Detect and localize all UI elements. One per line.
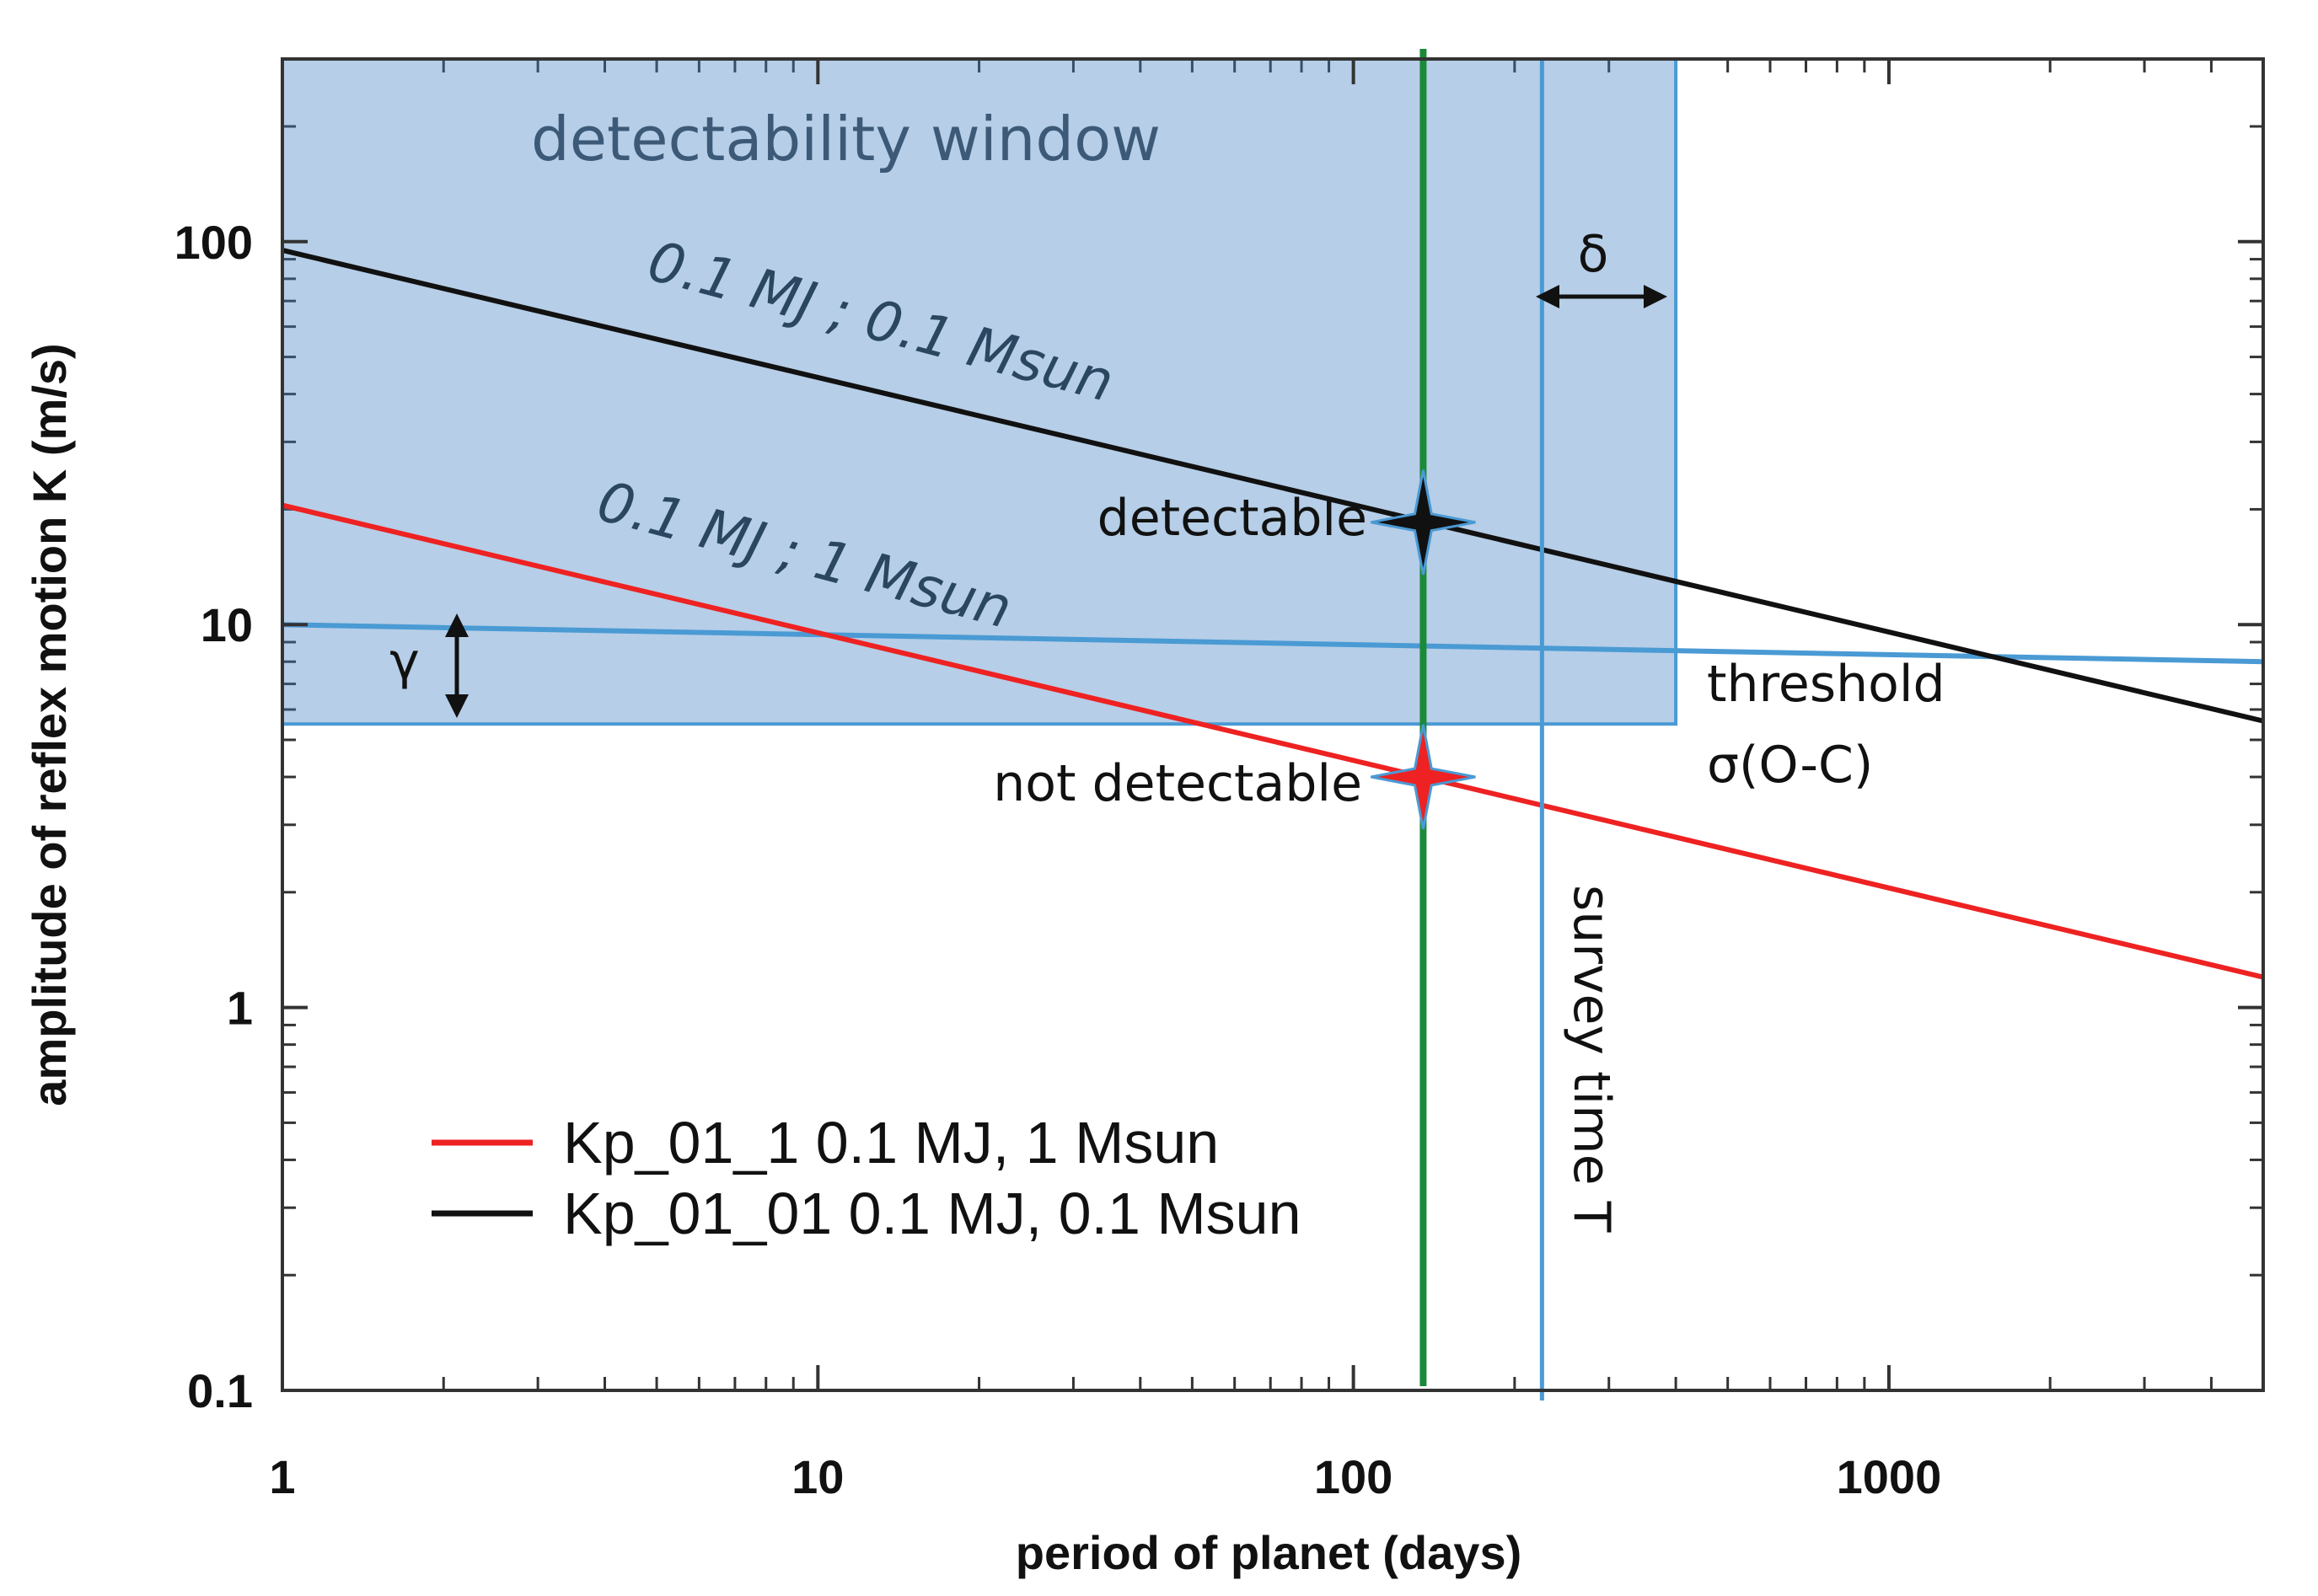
gamma-arrow bbox=[445, 613, 469, 718]
series-line-red bbox=[282, 502, 2264, 980]
delta-arrow bbox=[1536, 285, 1667, 308]
gamma-label: γ bbox=[389, 632, 420, 691]
detectable-point bbox=[1371, 469, 1476, 576]
delta-label: δ bbox=[1578, 225, 1609, 284]
threshold-label: threshold bbox=[1707, 655, 1945, 714]
y-axis-title: amplitude of reflex motion K (m/s) bbox=[23, 343, 76, 1106]
x-tick-label: 100 bbox=[1314, 1450, 1392, 1503]
legend-label-red: Kp_01_1 0.1 MJ, 1 Msun bbox=[563, 1110, 1219, 1176]
detectability-window bbox=[281, 57, 1678, 726]
x-tick-labels: 1 10 100 1000 bbox=[269, 1450, 1941, 1503]
legend: Kp_01_1 0.1 MJ, 1 Msun Kp_01_01 0.1 MJ, … bbox=[432, 1110, 1301, 1246]
y-tick-label: 1 bbox=[227, 982, 253, 1035]
detectability-window-label: detectability window bbox=[531, 104, 1161, 174]
plot-frame bbox=[281, 57, 2265, 1392]
x-tick-label: 1 bbox=[269, 1450, 295, 1503]
not-detectable-point bbox=[1371, 724, 1476, 830]
legend-label-black: Kp_01_01 0.1 MJ, 0.1 Msun bbox=[563, 1181, 1301, 1246]
y-tick-labels: 0.1 1 10 100 bbox=[174, 216, 253, 1417]
survey-time-label: survey time T bbox=[1562, 885, 1621, 1233]
sigma-label: σ(O-C) bbox=[1707, 736, 1873, 795]
y-tick-label: 100 bbox=[174, 216, 253, 269]
y-tick-label: 0.1 bbox=[187, 1364, 253, 1417]
minor-ticks bbox=[282, 57, 2265, 1390]
x-tick-label: 1000 bbox=[1837, 1450, 1942, 1503]
major-ticks bbox=[281, 59, 2263, 1392]
y-tick-label: 10 bbox=[201, 598, 253, 651]
x-tick-label: 10 bbox=[791, 1450, 844, 1503]
x-axis-title: period of planet (days) bbox=[1016, 1526, 1522, 1579]
threshold-line bbox=[282, 622, 2264, 665]
series-line-black bbox=[282, 248, 2264, 724]
detectable-label: detectable bbox=[1097, 489, 1367, 548]
not-detectable-label: not detectable bbox=[993, 754, 1362, 813]
